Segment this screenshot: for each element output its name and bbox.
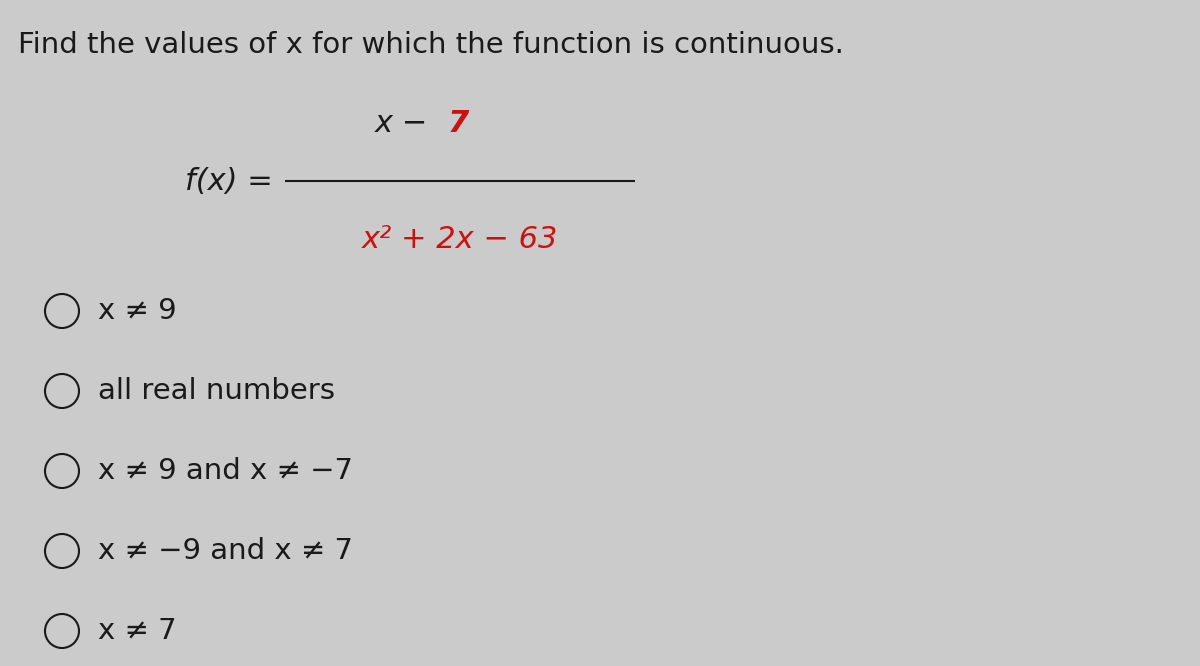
Text: 7: 7 bbox=[448, 109, 469, 139]
Text: x ≠ 9 and x ≠ −7: x ≠ 9 and x ≠ −7 bbox=[98, 457, 353, 485]
Text: all real numbers: all real numbers bbox=[98, 377, 335, 405]
Text: x ≠ −9 and x ≠ 7: x ≠ −9 and x ≠ 7 bbox=[98, 537, 353, 565]
Text: f(x) =: f(x) = bbox=[185, 166, 272, 196]
Text: x ≠ 9: x ≠ 9 bbox=[98, 297, 176, 325]
Text: x² + 2x − 63: x² + 2x − 63 bbox=[362, 224, 558, 254]
Text: Find the values of x for which the function is continuous.: Find the values of x for which the funct… bbox=[18, 31, 844, 59]
Text: x −: x − bbox=[374, 109, 438, 139]
Text: x ≠ 7: x ≠ 7 bbox=[98, 617, 176, 645]
